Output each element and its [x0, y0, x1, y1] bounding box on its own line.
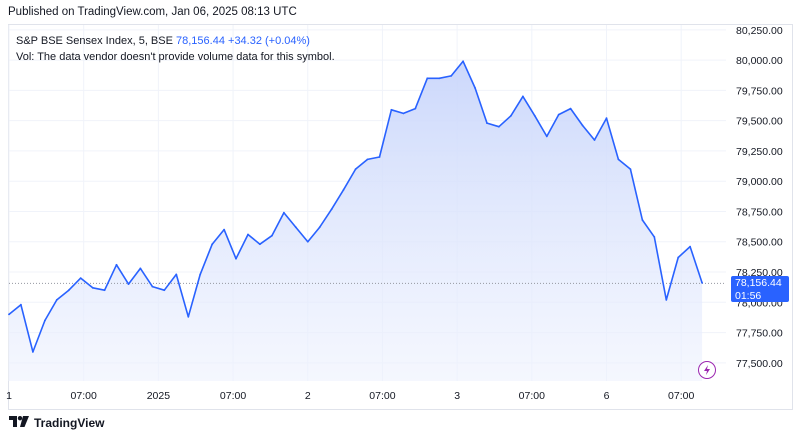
price-point	[55, 299, 58, 301]
footer: TradingView	[9, 414, 104, 432]
x-tick-label: 07:00	[519, 390, 545, 402]
price-point	[247, 233, 249, 236]
price-point	[569, 107, 572, 110]
price-point	[103, 289, 106, 292]
price-point	[581, 124, 584, 127]
price-point	[378, 156, 381, 158]
price-point	[283, 211, 285, 214]
price-point	[402, 112, 405, 115]
x-tick-label: 2	[305, 390, 311, 402]
y-tick-label: 78,750.00	[736, 206, 783, 218]
price-point	[354, 168, 357, 171]
x-tick-label: 07:00	[369, 390, 395, 402]
price-point	[557, 113, 560, 116]
y-tick-label: 79,500.00	[736, 116, 783, 128]
symbol-label[interactable]: S&P BSE Sensex Index, 5, BSE	[16, 35, 173, 47]
price-point	[163, 289, 166, 292]
x-tick-label: 07:00	[71, 390, 97, 402]
last-value: 78,156.44	[176, 35, 225, 47]
y-tick-label: 79,250.00	[736, 146, 783, 158]
y-tick-label: 78,500.00	[736, 237, 783, 249]
price-point	[641, 219, 644, 221]
price-point	[8, 313, 10, 316]
price-point	[127, 283, 130, 285]
badge-price: 78,156.44	[735, 277, 782, 289]
y-tick-label: 80,000.00	[736, 55, 783, 67]
volume-note: Vol: The data vendor doesn't provide vol…	[16, 51, 335, 63]
price-point	[498, 125, 500, 128]
price-point	[44, 319, 46, 322]
price-point	[665, 299, 668, 301]
price-point	[67, 289, 70, 292]
price-point	[605, 117, 608, 120]
y-tick-label: 79,000.00	[736, 176, 783, 188]
x-tick-label: 6	[604, 390, 610, 402]
price-point	[342, 188, 345, 191]
y-tick-label: 79,750.00	[736, 85, 783, 97]
x-tick-label: 07:00	[668, 390, 694, 402]
price-point	[701, 282, 703, 284]
price-point	[474, 87, 476, 89]
lightning-icon[interactable]	[698, 361, 716, 379]
x-axis: 1 07:00 2025 07:00 2 07:00 3 07:00 6 07:00	[6, 390, 694, 402]
x-tick-label: 1	[6, 390, 12, 402]
price-point	[414, 107, 417, 110]
price-point	[653, 236, 656, 238]
brand-name[interactable]: TradingView	[34, 416, 105, 430]
price-point	[223, 228, 226, 231]
price-point	[32, 351, 34, 353]
x-tick-label: 3	[454, 390, 460, 402]
price-point	[235, 257, 237, 260]
y-tick-label: 77,750.00	[736, 328, 783, 340]
y-axis: 77,500.0077,750.0078,000.0078,250.0078,5…	[736, 25, 783, 370]
price-point	[510, 114, 512, 117]
price-point	[175, 273, 178, 276]
price-point	[151, 285, 154, 288]
price-point	[187, 315, 190, 318]
price-point	[306, 240, 309, 243]
price-point	[677, 256, 680, 259]
price-point	[545, 135, 548, 138]
price-point	[79, 277, 82, 279]
price-point	[593, 139, 596, 141]
price-point	[426, 77, 429, 80]
price-point	[522, 95, 524, 98]
price-point	[450, 75, 453, 77]
x-tick-label: 2025	[147, 390, 171, 402]
price-point	[199, 273, 202, 276]
x-tick-label: 07:00	[220, 390, 246, 402]
price-point	[115, 263, 118, 266]
price-point	[330, 208, 333, 211]
price-points	[8, 60, 703, 353]
price-point	[20, 303, 22, 306]
price-point	[438, 77, 441, 80]
price-point	[366, 158, 369, 161]
legend: S&P BSE Sensex Index, 5, BSE 78,156.44 +…	[16, 33, 335, 65]
price-area-fill	[9, 61, 703, 382]
price-point	[294, 226, 297, 229]
price-point	[533, 114, 536, 117]
price-point	[139, 267, 142, 270]
price-point	[91, 286, 94, 289]
y-tick-label: 77,500.00	[736, 358, 783, 370]
price-point	[211, 243, 214, 246]
last-price-badge: 78,156.44 01:56	[731, 276, 789, 302]
price-point	[259, 243, 261, 246]
published-caption: Published on TradingView.com, Jan 06, 20…	[8, 6, 297, 18]
y-tick-label: 80,250.00	[736, 25, 783, 37]
tradingview-logo-icon[interactable]	[9, 414, 29, 432]
price-point	[486, 122, 488, 124]
badge-countdown: 01:56	[735, 289, 762, 302]
price-point	[318, 226, 321, 229]
price-point	[689, 245, 691, 248]
price-point	[629, 168, 632, 171]
price-point	[617, 158, 620, 161]
price-point	[462, 60, 464, 63]
change-value: +34.32 (+0.04%)	[228, 35, 310, 47]
price-point	[271, 234, 273, 237]
price-point	[390, 108, 393, 111]
